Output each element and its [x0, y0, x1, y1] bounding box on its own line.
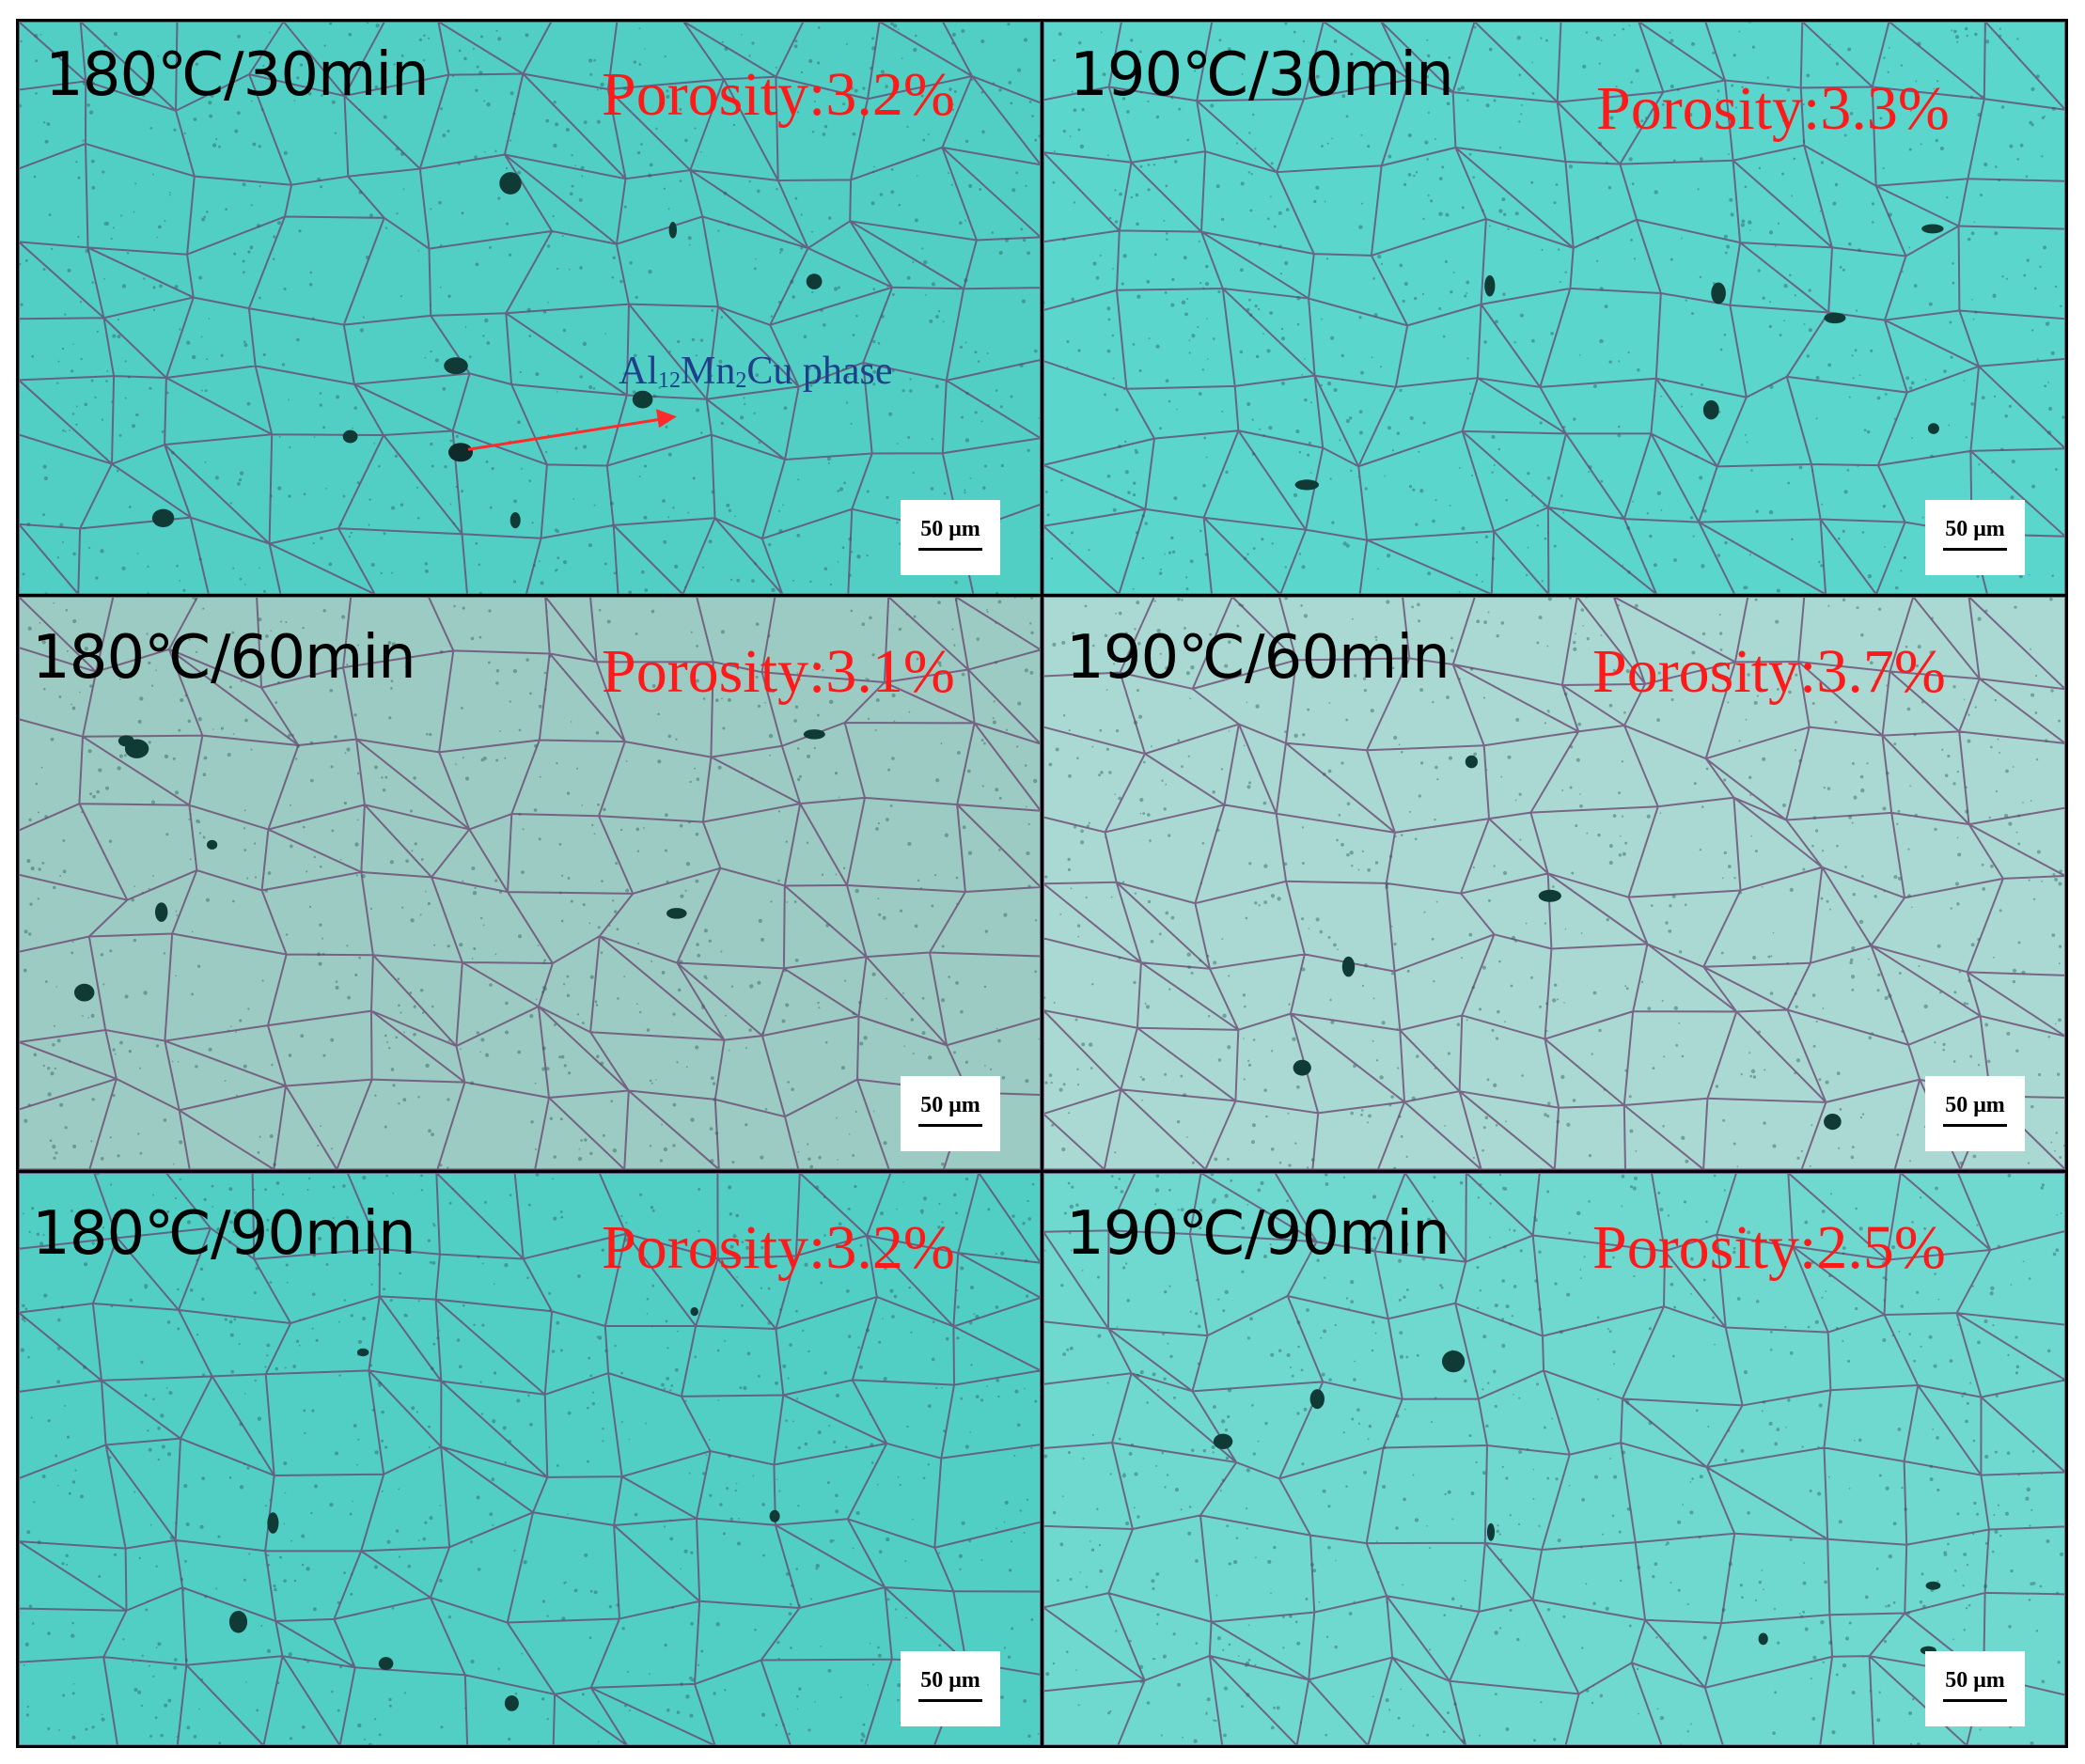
porosity-label: Porosity:3.2% — [602, 60, 955, 129]
scale-bar: 50 μm — [901, 1650, 1000, 1726]
micrograph-image — [19, 597, 1041, 1170]
condition-label: 180℃/60min — [32, 623, 416, 694]
micrograph-figure: 180℃/30min Porosity:3.2% Al12Mn2Cu phase… — [16, 19, 2068, 1748]
scale-bar: 50 μm — [901, 1075, 1000, 1151]
porosity-label: Porosity:3.3% — [1596, 74, 1950, 143]
condition-label: 180℃/90min — [32, 1198, 416, 1269]
micrograph-image — [19, 22, 1041, 595]
micrograph-panel-180c-90min: 180℃/90min Porosity:3.2% 50 μm — [19, 1172, 1041, 1745]
micrograph-panel-190c-90min: 190℃/90min Porosity:2.5% 50 μm — [1043, 1172, 2065, 1745]
scale-bar: 50 μm — [1925, 1075, 2025, 1151]
scale-bar: 50 μm — [1925, 500, 2025, 576]
condition-label: 190℃/60min — [1066, 623, 1450, 694]
condition-label: 190℃/30min — [1070, 40, 1454, 110]
micrograph-panel-190c-60min: 190℃/60min Porosity:3.7% 50 μm — [1043, 597, 2065, 1170]
phase-annotation: Al12Mn2Cu phase — [619, 350, 893, 393]
phase-arrow — [448, 409, 677, 462]
condition-label: 190℃/90min — [1066, 1198, 1450, 1269]
scale-bar: 50 μm — [1925, 1650, 2025, 1726]
scale-bar: 50 μm — [901, 500, 1000, 576]
micrograph-image — [19, 1172, 1041, 1745]
micrograph-image — [1043, 1172, 2065, 1745]
condition-label: 180℃/30min — [45, 40, 430, 110]
porosity-label: Porosity:3.2% — [602, 1212, 955, 1282]
porosity-label: Porosity:3.1% — [602, 637, 955, 707]
micrograph-panel-180c-60min: 180℃/60min Porosity:3.1% 50 μm — [19, 597, 1041, 1170]
micrograph-panel-180c-30min: 180℃/30min Porosity:3.2% Al12Mn2Cu phase… — [19, 22, 1041, 595]
micrograph-panel-190c-30min: 190℃/30min Porosity:3.3% 50 μm — [1043, 22, 2065, 595]
micrograph-image — [1043, 22, 2065, 595]
porosity-label: Porosity:2.5% — [1592, 1212, 1946, 1282]
porosity-label: Porosity:3.7% — [1592, 637, 1946, 707]
micrograph-image — [1043, 597, 2065, 1170]
